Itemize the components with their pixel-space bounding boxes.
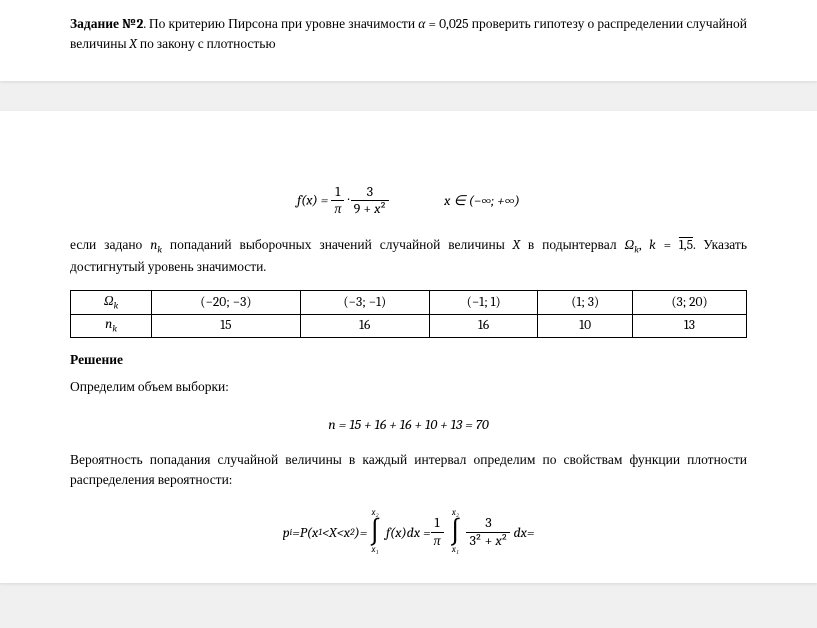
omega-h-sub: k (114, 301, 119, 312)
omega-header: Ωk (71, 291, 152, 315)
eq2: = (360, 524, 367, 541)
frac-3-over-9x2: 3 9 + x² (351, 184, 390, 219)
coef-den: π (431, 533, 444, 550)
integrand2-frac: 3 3² + x² (466, 515, 510, 550)
coef-num: 1 (431, 515, 444, 533)
n-formula: n = 15 + 16 + 16 + 10 + 13 = 70 (328, 416, 489, 433)
cond-3: в подынтервал (520, 238, 624, 253)
integral-2: x₂ ∫ x₁ (448, 509, 464, 555)
P-sym: P (300, 524, 307, 541)
interval-cell: (1; 3) (538, 291, 632, 315)
omega-sym: Ω (624, 238, 634, 253)
count-cell: 13 (632, 314, 746, 337)
table-row: Ωk (−20; −3) (−3; −1) (−1; 1) (1; 3) (3;… (71, 291, 747, 315)
sample-size-text: Определим объем выборки: (70, 378, 747, 398)
density-formula: f(x) = 1 π · 3 9 + x² x ∈ (−∞; +∞) (70, 184, 747, 219)
prob-text: Вероятность попадания случайной величины… (70, 451, 747, 492)
lt2: < (337, 524, 344, 541)
prob-formula: pi = P ( x1 < X < x2 ) = x₂ ∫ x₁ f(x)dx … (70, 509, 747, 555)
nk-h-sub: k (112, 324, 117, 335)
alpha-eq: = (425, 17, 439, 32)
X-rv: X (329, 524, 337, 541)
cond-1: если задано (70, 238, 150, 253)
pi-sym: p (283, 524, 290, 541)
coef-frac: 1 π (431, 515, 444, 550)
eq4: = (527, 524, 534, 541)
task-label: Задание №2 (70, 17, 143, 32)
interval-cell: (−20; −3) (152, 291, 301, 315)
cond-rv: X (513, 238, 520, 253)
frac2-den: 9 + x² (351, 201, 390, 218)
fx-label: f(x) = (297, 191, 331, 208)
integral-sign-1: ∫ (369, 518, 381, 546)
sample-size-formula: n = 15 + 16 + 16 + 10 + 13 = 70 (70, 416, 747, 433)
frac3-num: 3 (466, 515, 510, 533)
solution-heading: Решение (70, 352, 747, 368)
eq3: = (423, 524, 430, 541)
frac-1-over-pi: 1 π (331, 184, 344, 219)
integrand1: f(x)dx (386, 524, 420, 541)
page-main-section: f(x) = 1 π · 3 9 + x² x ∈ (−∞; +∞) если … (0, 111, 817, 584)
density-domain: x ∈ (−∞; +∞) (444, 192, 520, 209)
frac2-num: 3 (351, 184, 390, 202)
table-row: nk 15 16 16 10 13 (71, 314, 747, 337)
count-cell: 16 (429, 314, 538, 337)
task-text-3: по закону с плотностью (137, 37, 276, 52)
task-statement: Задание №2. По критерию Пирсона при уров… (70, 15, 747, 56)
interval-cell: (3; 20) (632, 291, 746, 315)
frac1-den: π (331, 201, 344, 218)
cond-2: попаданий выборочных значений случайной … (162, 238, 513, 253)
rv-x: X (130, 37, 137, 52)
dx2: dx (513, 524, 526, 541)
alpha-val: 0,025 (439, 17, 469, 32)
integral-sign-2: ∫ (450, 518, 462, 546)
k-var: k (649, 238, 656, 253)
count-cell: 16 (300, 314, 429, 337)
interval-cell: (−1; 1) (429, 291, 538, 315)
count-cell: 10 (538, 314, 632, 337)
count-cell: 15 (152, 314, 301, 337)
density-expr: f(x) = 1 π · 3 9 + x² (297, 184, 389, 219)
page-top-section: Задание №2. По критерию Пирсона при уров… (0, 0, 817, 81)
k-range: 1,5 (679, 236, 693, 256)
integral-1: x₂ ∫ x₁ (367, 509, 383, 555)
condition-text: если задано nk попаданий выборочных знач… (70, 236, 747, 278)
frac1-num: 1 (331, 184, 344, 202)
interval-cell: (−3; −1) (300, 291, 429, 315)
cond-comma: , (639, 238, 649, 253)
k-eq: = (656, 238, 679, 253)
frac3-den: 3² + x² (466, 533, 510, 550)
omega-h-sym: Ω (104, 294, 114, 309)
data-table: Ωk (−20; −3) (−3; −1) (−1; 1) (1; 3) (3;… (70, 290, 747, 337)
nk-header: nk (71, 314, 152, 337)
eq1: = (292, 524, 299, 541)
task-text-1: . По критерию Пирсона при уровне значимо… (143, 17, 418, 32)
